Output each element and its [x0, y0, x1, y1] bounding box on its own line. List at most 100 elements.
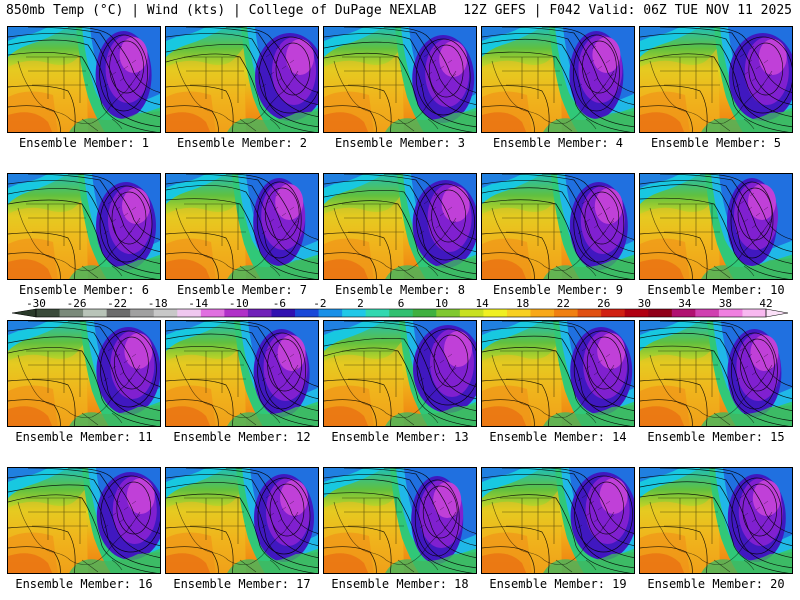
ensemble-member-map: [7, 467, 161, 574]
colorbar-tick-label: -2: [313, 297, 326, 310]
colorbar-swatch: [742, 309, 767, 317]
colorbar-swatch: [271, 309, 296, 317]
colorbar-tick-label: 34: [678, 297, 692, 310]
colorbar-swatch: [648, 309, 673, 317]
colorbar-swatch: [130, 309, 155, 317]
ensemble-member-label: Ensemble Member: 2: [176, 136, 308, 150]
colorbar-tick-label: 22: [557, 297, 570, 310]
ensemble-member-label: Ensemble Member: 5: [650, 136, 782, 150]
colorbar-swatch: [459, 309, 484, 317]
ensemble-member-map: [639, 320, 793, 427]
ensemble-member-map: [165, 320, 319, 427]
colorbar-swatch: [177, 309, 202, 317]
colorbar-max-arrow: [765, 308, 789, 318]
colorbar-swatch: [365, 309, 390, 317]
colorbar-tick-label: 38: [719, 297, 732, 310]
ensemble-member-map: [481, 173, 635, 280]
colorbar-tick-label: 30: [638, 297, 651, 310]
colorbar-tick-label: -18: [148, 297, 168, 310]
colorbar-tick-label: -26: [67, 297, 87, 310]
ensemble-member-map: [7, 320, 161, 427]
temperature-map: [324, 468, 476, 573]
model-run-info: 12Z GEFS | F042 Valid: 06Z TUE NOV 11 20…: [463, 3, 792, 18]
temperature-map: [324, 321, 476, 426]
ensemble-member-map: [323, 320, 477, 427]
colorbar-swatch: [624, 309, 649, 317]
ensemble-member-label: Ensemble Member: 11: [15, 430, 153, 444]
colorbar-swatch: [577, 309, 602, 317]
ensemble-member-map: [323, 467, 477, 574]
ensemble-member-label: Ensemble Member: 15: [647, 430, 785, 444]
colorbar-tick-label: -10: [229, 297, 249, 310]
colorbar-tick-label: -6: [273, 297, 286, 310]
ensemble-member-map: [7, 173, 161, 280]
colorbar-tick-label: 18: [516, 297, 529, 310]
colorbar-tick-label: 2: [357, 297, 364, 310]
ensemble-member-map: [165, 26, 319, 133]
temperature-map: [640, 27, 792, 132]
ensemble-member-map: [481, 26, 635, 133]
colorbar-tick-label: 26: [597, 297, 610, 310]
temperature-map: [166, 321, 318, 426]
colorbar-swatch: [224, 309, 249, 317]
temperature-map: [8, 27, 160, 132]
ensemble-member-map: [639, 173, 793, 280]
colorbar-swatch: [247, 309, 272, 317]
colorbar-tick-label: 6: [398, 297, 405, 310]
colorbar-swatch: [718, 309, 743, 317]
colorbar-swatch: [59, 309, 84, 317]
temperature-map: [166, 27, 318, 132]
colorbar-min-arrow: [11, 308, 37, 318]
ensemble-member-label: Ensemble Member: 19: [489, 577, 627, 591]
colorbar-swatch: [295, 309, 320, 317]
ensemble-member-label: Ensemble Member: 10: [647, 283, 785, 297]
ensemble-member-map: [481, 467, 635, 574]
colorbar-swatch: [530, 309, 555, 317]
ensemble-member-label: Ensemble Member: 18: [331, 577, 469, 591]
colorbar-swatch: [389, 309, 414, 317]
ensemble-member-label: Ensemble Member: 16: [15, 577, 153, 591]
colorbar-tick-label: 10: [435, 297, 448, 310]
temperature-map: [166, 468, 318, 573]
ensemble-member-map: [165, 173, 319, 280]
map-title: 850mb Temp (°C) | Wind (kts) | College o…: [6, 3, 437, 18]
ensemble-member-label: Ensemble Member: 6: [18, 283, 150, 297]
temperature-map: [482, 174, 634, 279]
colorbar-swatch: [153, 309, 178, 317]
temperature-map: [640, 468, 792, 573]
colorbar-swatch: [412, 309, 437, 317]
ensemble-member-map: [639, 467, 793, 574]
ensemble-member-label: Ensemble Member: 12: [173, 430, 311, 444]
colorbar-swatch: [601, 309, 626, 317]
colorbar-swatch: [695, 309, 720, 317]
ensemble-member-map: [323, 26, 477, 133]
colorbar-swatch: [106, 309, 131, 317]
temperature-map: [482, 468, 634, 573]
colorbar-tick-label: 42: [759, 297, 772, 310]
temperature-map: [324, 174, 476, 279]
ensemble-member-map: [165, 467, 319, 574]
colorbar-swatch: [200, 309, 225, 317]
colorbar-swatch: [36, 309, 61, 317]
colorbar-swatch: [506, 309, 532, 317]
colorbar-tick-label: -30: [26, 297, 46, 310]
ensemble-member-map: [7, 26, 161, 133]
ensemble-member-label: Ensemble Member: 3: [334, 136, 466, 150]
temperature-map: [8, 321, 160, 426]
colorbar-tick-label: -22: [107, 297, 127, 310]
temperature-map: [482, 27, 634, 132]
colorbar-swatch: [83, 309, 108, 317]
colorbar-swatch: [671, 309, 696, 317]
temperature-colorbar: -30 -26 -22 -18 -14 -10 -6 -2 2 6 10 14 18 22 26 30 34 38…: [11, 297, 789, 318]
temperature-map: [8, 468, 160, 573]
ensemble-member-map: [639, 26, 793, 133]
temperature-map: [640, 321, 792, 426]
ensemble-member-label: Ensemble Member: 20: [647, 577, 785, 591]
ensemble-member-map: [323, 173, 477, 280]
ensemble-member-label: Ensemble Member: 9: [492, 283, 624, 297]
temperature-map: [8, 174, 160, 279]
temperature-map: [482, 321, 634, 426]
ensemble-member-label: Ensemble Member: 1: [18, 136, 150, 150]
temperature-map: [166, 174, 318, 279]
colorbar-swatch: [554, 309, 579, 317]
